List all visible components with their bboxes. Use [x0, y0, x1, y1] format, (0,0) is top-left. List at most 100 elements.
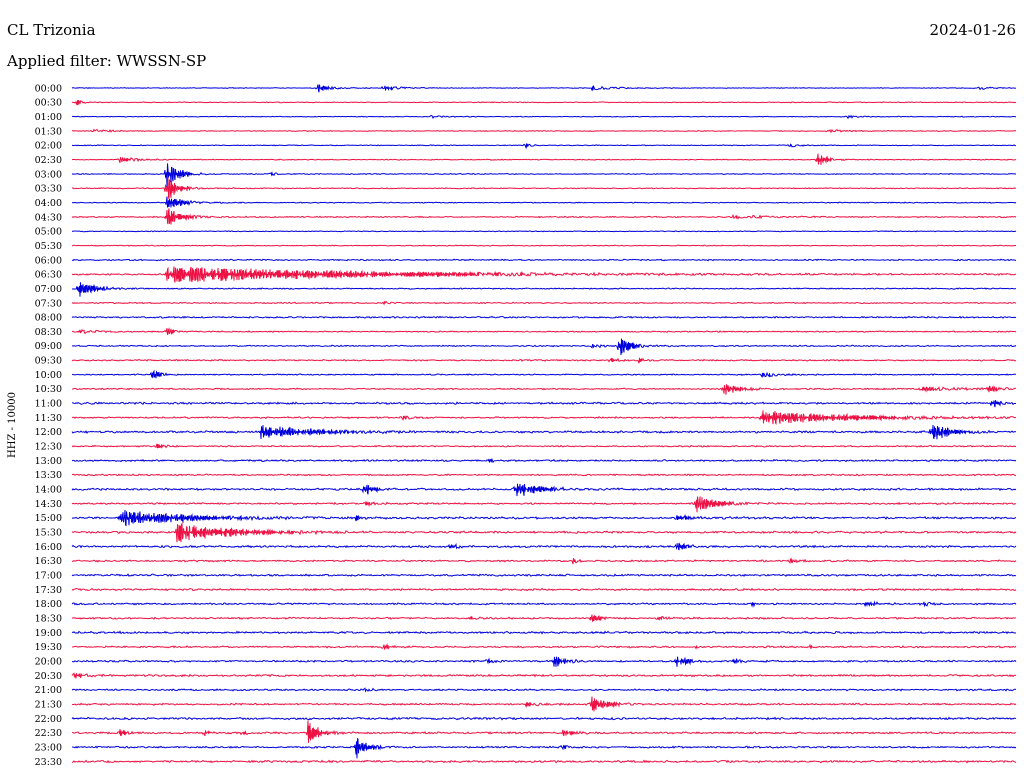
trace-line [71, 244, 1017, 247]
trace-line [71, 315, 1017, 319]
trace-line [71, 84, 1017, 93]
station-title: CL Trizonia [7, 21, 96, 39]
trace-line [71, 630, 1017, 635]
trace-line [71, 100, 1017, 106]
row-time-label: 23:30 [35, 757, 62, 768]
trace-line [71, 600, 1017, 608]
trace-line [71, 258, 1017, 262]
filter-label: Applied filter: WWSSN-SP [6, 52, 206, 70]
trace-line [71, 687, 1017, 693]
trace-line [71, 357, 1017, 364]
row-time-label: 11:30 [35, 413, 62, 424]
trace-line [71, 672, 1017, 679]
row-time-label: 03:30 [35, 184, 62, 195]
trace-line [71, 143, 1017, 150]
row-time-label: 11:00 [35, 399, 62, 410]
row-time-label: 13:30 [35, 470, 62, 481]
row-time-label: 13:00 [35, 456, 62, 467]
trace-line [71, 521, 1017, 543]
row-time-label: 16:00 [35, 542, 62, 553]
row-time-label: 17:30 [35, 585, 62, 596]
trace-line [71, 208, 1017, 225]
trace-line [71, 642, 1017, 651]
row-time-label: 02:00 [35, 141, 62, 152]
trace-line [71, 656, 1017, 667]
trace-rows: 00:00 00:30 01:00 01:30 02:00 02:30 03:00 03:30… [35, 83, 1017, 768]
row-time-label: 09:00 [35, 341, 62, 352]
row-time-label: 23:00 [35, 743, 62, 754]
row-time-label: 05:30 [35, 241, 62, 252]
trace-line [71, 266, 1017, 283]
row-time-label: 22:00 [35, 714, 62, 725]
row-time-label: 09:30 [35, 356, 62, 367]
row-time-label: 08:30 [35, 327, 62, 338]
row-time-label: 08:00 [35, 313, 62, 324]
row-time-label: 04:30 [35, 212, 62, 223]
row-time-label: 01:30 [35, 126, 62, 137]
row-time-label: 18:30 [35, 614, 62, 625]
row-time-label: 17:00 [35, 571, 62, 582]
trace-line [71, 738, 1017, 759]
trace-line [71, 128, 1017, 134]
trace-line [71, 282, 1017, 297]
row-time-label: 10:00 [35, 370, 62, 381]
trace-line [71, 573, 1017, 578]
trace-line [71, 410, 1017, 426]
trace-line [71, 720, 1017, 743]
trace-line [71, 424, 1017, 440]
trace-line [71, 557, 1017, 565]
trace-line [71, 496, 1017, 513]
trace-line [71, 327, 1017, 336]
trace-line [71, 510, 1017, 527]
row-time-label: 15:30 [35, 528, 62, 539]
y-axis-label: HHZ - 10000 [7, 392, 18, 458]
trace-line [71, 587, 1017, 592]
trace-line [71, 300, 1017, 306]
trace-line [71, 114, 1017, 120]
row-time-label: 01:00 [35, 112, 62, 123]
row-time-label: 22:30 [35, 728, 62, 739]
row-time-label: 02:30 [35, 155, 62, 166]
row-time-label: 20:00 [35, 657, 62, 668]
trace-line [71, 542, 1017, 551]
row-time-label: 14:30 [35, 499, 62, 510]
row-time-label: 05:00 [35, 227, 62, 238]
row-time-label: 19:00 [35, 628, 62, 639]
row-time-label: 21:00 [35, 685, 62, 696]
row-time-label: 21:30 [35, 700, 62, 711]
trace-line [71, 614, 1017, 623]
trace-line [71, 443, 1017, 449]
row-time-label: 00:00 [35, 83, 62, 94]
trace-line [71, 696, 1017, 712]
trace-line [71, 196, 1017, 208]
row-time-label: 07:30 [35, 298, 62, 309]
row-time-label: 20:30 [35, 671, 62, 682]
date-label: 2024-01-26 [930, 21, 1016, 39]
row-time-label: 14:00 [35, 485, 62, 496]
row-time-label: 16:30 [35, 556, 62, 567]
row-time-label: 18:00 [35, 599, 62, 610]
row-time-label: 10:30 [35, 384, 62, 395]
row-time-label: 06:30 [35, 270, 62, 281]
trace-line [71, 153, 1017, 165]
row-time-label: 07:00 [35, 284, 62, 295]
trace-line [71, 716, 1017, 721]
row-time-label: 00:30 [35, 98, 62, 109]
row-time-label: 12:30 [35, 442, 62, 453]
trace-line [71, 483, 1017, 497]
trace-line [71, 177, 1017, 200]
trace-line [71, 338, 1017, 356]
trace-line [71, 457, 1017, 464]
row-time-label: 19:30 [35, 642, 62, 653]
trace-line [71, 400, 1017, 408]
trace-line [71, 163, 1017, 188]
row-time-label: 03:00 [35, 169, 62, 180]
trace-line [71, 369, 1017, 379]
row-time-label: 15:00 [35, 513, 62, 524]
trace-line [71, 384, 1017, 395]
trace-line [71, 759, 1017, 764]
trace-line [71, 473, 1017, 477]
row-time-label: 04:00 [35, 198, 62, 209]
row-time-label: 06:00 [35, 255, 62, 266]
